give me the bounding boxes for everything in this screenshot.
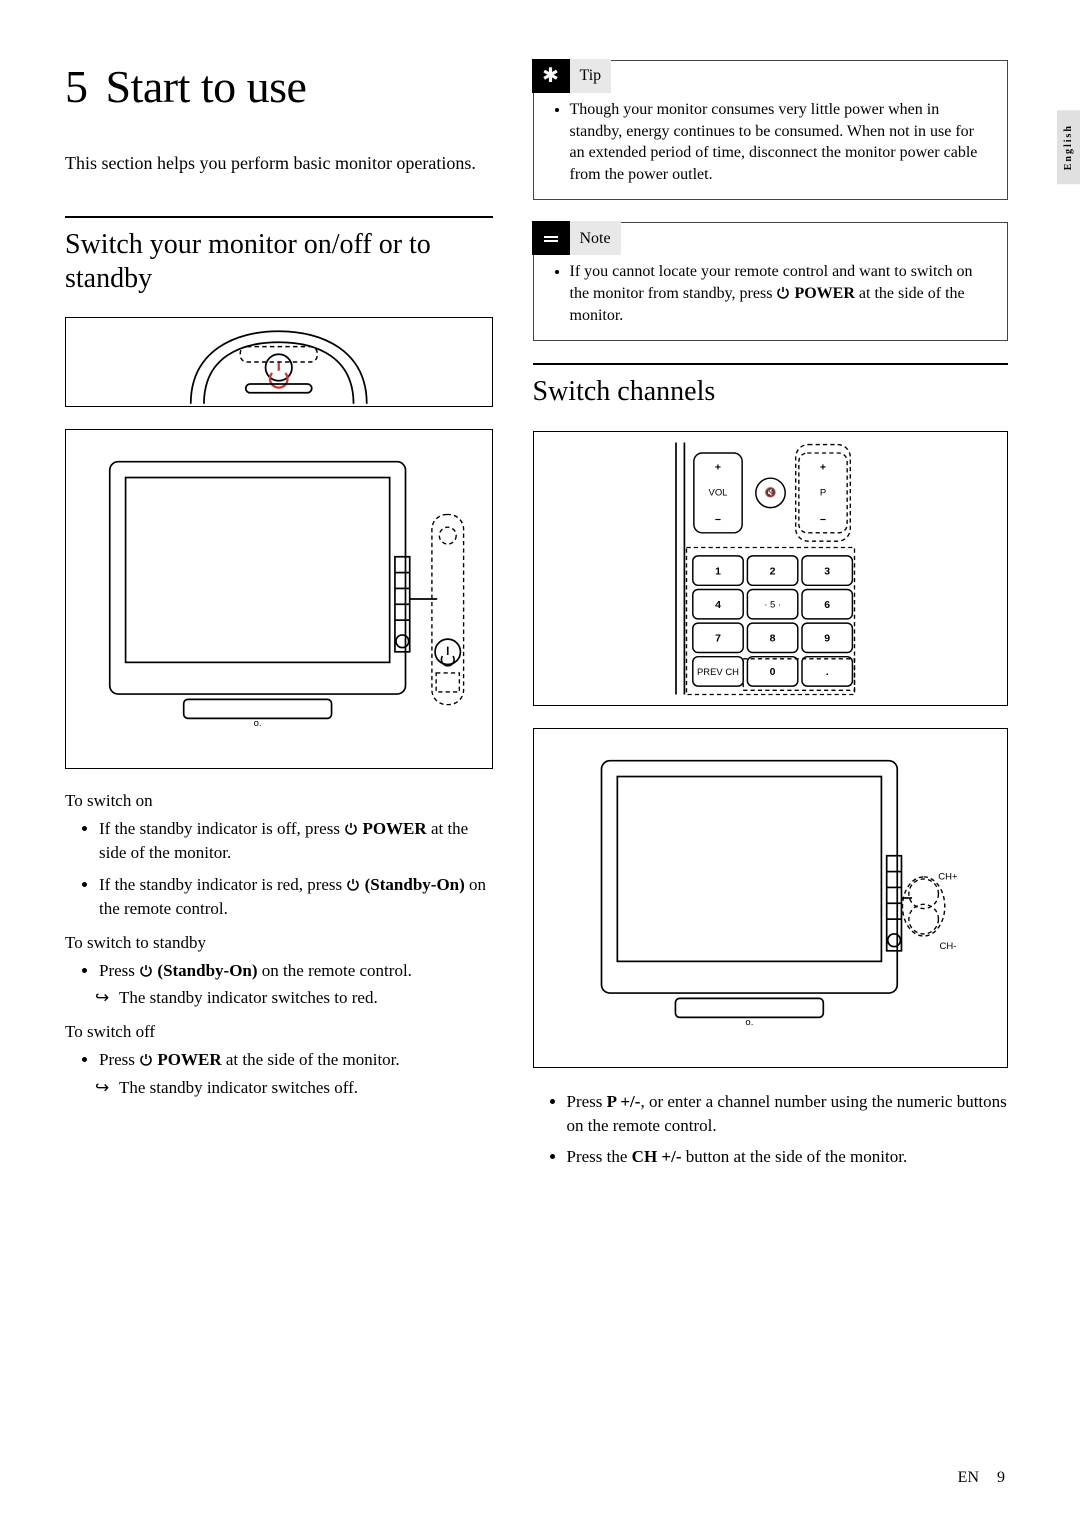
page-footer: EN 9 (958, 1469, 1005, 1487)
svg-text:PREV CH: PREV CH (697, 667, 739, 678)
bold-text: POWER (157, 1050, 221, 1069)
svg-text:🔇: 🔇 (764, 486, 776, 498)
svg-text:8: 8 (769, 632, 775, 644)
tv-power-svg: o. (66, 430, 492, 768)
svg-text:o.: o. (254, 719, 262, 730)
figure-remote-top (65, 317, 493, 407)
language-tab: English (1057, 110, 1080, 184)
channels-item-1: Press P +/-, or enter a channel number u… (567, 1090, 1008, 1138)
switch-on-item-1: If the standby indicator is off, press P… (99, 817, 493, 865)
switch-off-item: Press POWER at the side of the monitor. … (99, 1048, 493, 1100)
callout-badge: ✱ Tip (532, 59, 612, 93)
svg-text:CH+: CH+ (938, 871, 958, 882)
tip-label: Tip (570, 59, 612, 93)
figure-tv-channels: o. CH+ CH- (533, 728, 1008, 1068)
callout-badge: Note (532, 221, 621, 255)
svg-text:−: − (714, 514, 720, 526)
footer-lang: EN (958, 1469, 979, 1486)
subhead-switch-off: To switch off (65, 1022, 493, 1042)
svg-text:o.: o. (745, 1017, 753, 1028)
note-icon (532, 221, 570, 255)
bold-text: POWER (362, 819, 426, 838)
text: If the standby indicator is off, press (99, 819, 344, 838)
tv-channels-svg: o. CH+ CH- (534, 729, 1007, 1067)
text: Press (99, 961, 139, 980)
switch-on-list: If the standby indicator is off, press P… (65, 817, 493, 920)
svg-text:2: 2 (769, 565, 775, 577)
note-label: Note (570, 221, 621, 255)
svg-text:+: + (819, 461, 825, 473)
note-text: If you cannot locate your remote control… (570, 261, 993, 326)
channels-item-2: Press the CH +/- button at the side of t… (567, 1145, 1008, 1169)
bold-text: (Standby-On) (365, 875, 465, 894)
svg-text:VOL: VOL (708, 487, 727, 498)
svg-text:−: − (819, 514, 825, 526)
right-column: ✱ Tip Though your monitor consumes very … (533, 60, 1008, 1177)
svg-text:6: 6 (824, 599, 830, 611)
bold-text: CH +/- (632, 1147, 682, 1166)
chapter-number: 5 (65, 60, 88, 113)
figure-tv-power: o. (65, 429, 493, 769)
section-channels-title: Switch channels (533, 375, 1008, 409)
section-switch-title: Switch your monitor on/off or to standby (65, 228, 493, 295)
figure-remote-numpad: + VOL − 🔇 + P − 1 2 3 4 · 5 · 6 7 8 9 PREV CH 0. (533, 431, 1008, 706)
svg-text:.: . (825, 666, 828, 678)
tip-list: Though your monitor consumes very little… (548, 99, 993, 185)
power-icon (346, 877, 360, 891)
standby-list: Press (Standby-On) on the remote control… (65, 959, 493, 1011)
section-rule (65, 216, 493, 218)
channels-list: Press P +/-, or enter a channel number u… (533, 1090, 1008, 1169)
intro-text: This section helps you perform basic mon… (65, 151, 493, 176)
svg-text:0: 0 (769, 666, 775, 678)
text: If the standby indicator is red, press (99, 875, 346, 894)
note-list: If you cannot locate your remote control… (548, 261, 993, 326)
svg-text:9: 9 (824, 632, 830, 644)
text: button at the side of the monitor. (682, 1147, 908, 1166)
bold-text: POWER (794, 285, 854, 302)
section-rule (533, 363, 1008, 365)
remote-top-svg (66, 318, 492, 406)
subhead-standby: To switch to standby (65, 933, 493, 953)
note-callout: Note If you cannot locate your remote co… (533, 222, 1008, 341)
standby-result: The standby indicator switches to red. (99, 986, 493, 1010)
text: Press the (567, 1147, 632, 1166)
subhead-switch-on: To switch on (65, 791, 493, 811)
text: Press (567, 1092, 607, 1111)
svg-text:3: 3 (824, 565, 830, 577)
text: on the remote control. (258, 961, 412, 980)
text: Press (99, 1050, 139, 1069)
svg-text:+: + (714, 461, 720, 473)
remote-numpad-svg: + VOL − 🔇 + P − 1 2 3 4 · 5 · 6 7 8 9 PREV CH 0. (534, 432, 1007, 705)
power-icon (139, 1052, 153, 1066)
power-icon (776, 285, 790, 299)
svg-text:7: 7 (715, 632, 721, 644)
asterisk-icon: ✱ (532, 59, 570, 93)
page-columns: 5 Start to use This section helps you per… (65, 60, 1015, 1177)
svg-text:P: P (819, 487, 825, 498)
chapter-title-text: Start to use (106, 61, 307, 112)
bold-text: P +/- (607, 1092, 641, 1111)
power-icon (344, 821, 358, 835)
standby-item: Press (Standby-On) on the remote control… (99, 959, 493, 1011)
left-column: 5 Start to use This section helps you per… (65, 60, 493, 1177)
tip-callout: ✱ Tip Though your monitor consumes very … (533, 60, 1008, 200)
switch-off-result: The standby indicator switches off. (99, 1076, 493, 1100)
tip-text: Though your monitor consumes very little… (570, 99, 993, 185)
text: at the side of the monitor. (222, 1050, 400, 1069)
switch-on-item-2: If the standby indicator is red, press (… (99, 873, 493, 921)
chapter-title: 5 Start to use (65, 60, 493, 113)
switch-off-list: Press POWER at the side of the monitor. … (65, 1048, 493, 1100)
svg-text:4: 4 (715, 599, 721, 611)
svg-text:1: 1 (715, 565, 721, 577)
footer-page: 9 (997, 1469, 1005, 1486)
bold-text: (Standby-On) (157, 961, 257, 980)
svg-text:CH-: CH- (939, 941, 956, 952)
power-icon (139, 963, 153, 977)
svg-text:· 5 ·: · 5 · (764, 600, 781, 611)
